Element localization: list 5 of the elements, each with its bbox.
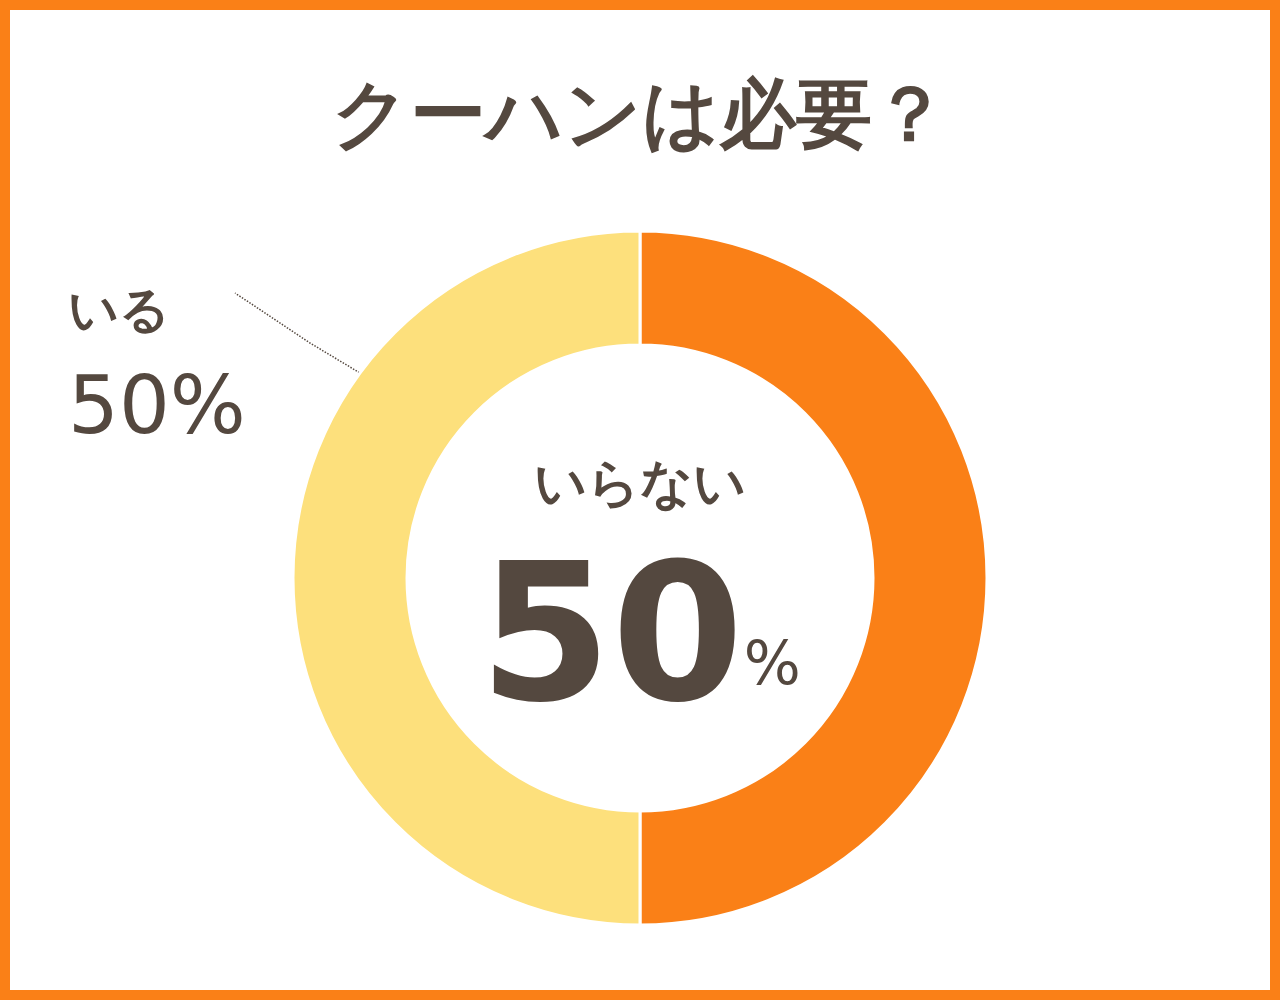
data-label: 50%: [68, 358, 246, 452]
slice-label: いらない: [534, 453, 746, 513]
chart-title: クーハンは必要？: [332, 68, 948, 158]
slice-label: いる: [68, 281, 170, 339]
data-label: 50%: [479, 522, 801, 744]
